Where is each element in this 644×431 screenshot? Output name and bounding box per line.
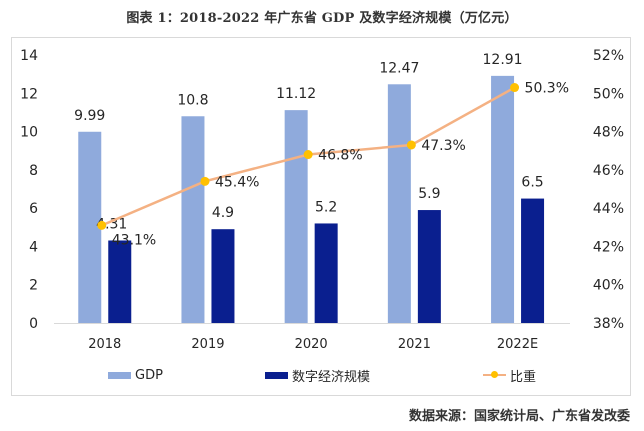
legend-label-share: 比重 bbox=[510, 369, 537, 385]
chart-frame bbox=[11, 37, 631, 396]
x-tick-label: 2018 bbox=[88, 337, 121, 352]
share-marker bbox=[200, 176, 210, 186]
gdp-bar bbox=[284, 110, 308, 323]
y-left-tick-label: 6 bbox=[29, 201, 38, 217]
y-left-tick-label: 2 bbox=[29, 278, 38, 294]
x-tick-label: 2020 bbox=[295, 337, 328, 352]
source-note: 数据来源：国家统计局、广东省发改委 bbox=[408, 409, 630, 424]
gdp-data-label: 12.91 bbox=[483, 52, 523, 68]
gdp-bar bbox=[78, 131, 102, 323]
chart-title: 图表 1：2018-2022 年广东省 GDP 及数字经济规模（万亿元） bbox=[126, 11, 518, 26]
digital-economy-data-label: 5.2 bbox=[315, 199, 337, 215]
digital-economy-bar bbox=[417, 210, 441, 323]
y-right-tick-label: 50% bbox=[593, 86, 624, 102]
y-left-tick-label: 0 bbox=[29, 316, 38, 332]
y-right-tick-label: 48% bbox=[593, 125, 624, 141]
legend-swatch-share bbox=[483, 370, 506, 380]
digital-economy-data-label: 4.9 bbox=[212, 205, 234, 221]
legend-item-gdp: GDP bbox=[108, 366, 163, 384]
gdp-bar bbox=[387, 84, 411, 323]
digital-economy-data-label: 6.5 bbox=[521, 175, 543, 191]
legend-swatch-gdp bbox=[108, 371, 131, 379]
digital-economy-data-label: 5.9 bbox=[418, 186, 440, 202]
share-data-label: 47.3% bbox=[421, 138, 465, 154]
share-marker bbox=[303, 150, 313, 160]
y-left-tick-label: 10 bbox=[20, 125, 38, 141]
y-right-tick-label: 42% bbox=[593, 239, 624, 255]
digital-economy-bar bbox=[108, 240, 132, 323]
legend-item-share: 比重 bbox=[483, 366, 537, 385]
share-marker bbox=[97, 220, 107, 230]
legend-item-digital-economy: 数字经济规模 bbox=[265, 366, 371, 385]
share-data-label: 43.1% bbox=[112, 232, 156, 248]
y-left-tick-label: 4 bbox=[29, 239, 38, 255]
gdp-data-label: 10.8 bbox=[177, 92, 208, 108]
y-left-tick-label: 14 bbox=[20, 48, 38, 64]
share-data-label: 45.4% bbox=[215, 174, 259, 190]
gdp-data-label: 9.99 bbox=[74, 108, 105, 124]
y-right-tick-label: 44% bbox=[593, 201, 624, 217]
y-right-tick-label: 40% bbox=[593, 278, 624, 294]
x-tick-label: 2021 bbox=[398, 337, 431, 352]
x-tick-label: 2022E bbox=[497, 337, 538, 352]
legend-label-digital-economy: 数字经济规模 bbox=[292, 369, 371, 385]
gdp-bar bbox=[181, 116, 205, 323]
y-left-tick-label: 12 bbox=[20, 86, 38, 102]
legend-label-gdp: GDP bbox=[135, 367, 163, 383]
x-tick-label: 2019 bbox=[191, 337, 224, 352]
gdp-bar bbox=[491, 75, 515, 323]
share-marker bbox=[406, 140, 416, 150]
y-right-tick-label: 38% bbox=[593, 316, 624, 332]
y-left-tick-label: 8 bbox=[29, 163, 38, 179]
share-data-label: 46.8% bbox=[318, 148, 362, 164]
y-right-tick-label: 52% bbox=[593, 48, 624, 64]
y-right-tick-label: 46% bbox=[593, 163, 624, 179]
share-data-label: 50.3% bbox=[525, 81, 569, 97]
gdp-data-label: 12.47 bbox=[379, 60, 419, 76]
legend-swatch-digital-economy bbox=[265, 371, 288, 379]
digital-economy-bar bbox=[521, 198, 545, 323]
digital-economy-bar bbox=[314, 223, 338, 323]
digital-economy-bar bbox=[211, 229, 235, 323]
gdp-data-label: 11.12 bbox=[276, 86, 316, 102]
share-marker bbox=[510, 83, 520, 93]
